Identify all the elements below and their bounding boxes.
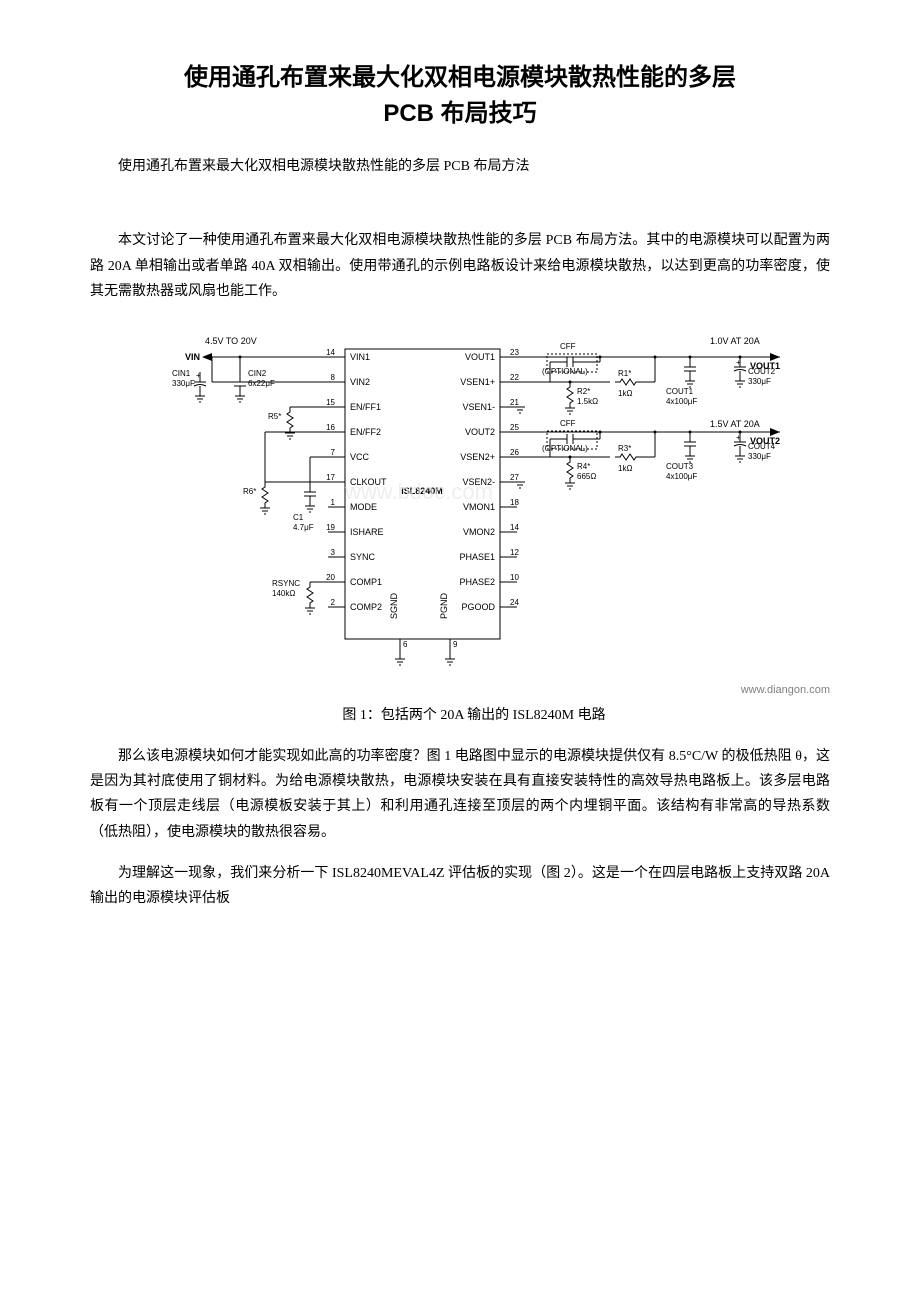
svg-text:8: 8 xyxy=(331,373,336,382)
svg-text:330μF: 330μF xyxy=(748,377,771,386)
schematic-svg: ISL8240M 14VIN18VIN215EN/FF116EN/FF27VCC… xyxy=(110,324,810,684)
svg-text:6: 6 xyxy=(403,640,408,649)
svg-text:VSEN1+: VSEN1+ xyxy=(460,377,495,387)
svg-text:24: 24 xyxy=(510,598,519,607)
svg-text:ISHARE: ISHARE xyxy=(350,527,384,537)
svg-text:CIN1: CIN1 xyxy=(172,369,191,378)
svg-text:665Ω: 665Ω xyxy=(577,472,596,481)
svg-text:COUT3: COUT3 xyxy=(666,462,694,471)
svg-text:2: 2 xyxy=(331,598,336,607)
svg-text:COUT4: COUT4 xyxy=(748,442,776,451)
vout1-range: 1.0V AT 20A xyxy=(710,336,760,346)
svg-text:+: + xyxy=(196,371,201,380)
svg-text:1.5kΩ: 1.5kΩ xyxy=(577,397,598,406)
svg-text:PGOOD: PGOOD xyxy=(461,602,495,612)
svg-text:PHASE2: PHASE2 xyxy=(459,577,495,587)
paragraph-3: 为理解这一现象，我们来分析一下 ISL8240MEVAL4Z 评估板的实现（图 … xyxy=(90,861,830,911)
svg-text:9: 9 xyxy=(453,640,458,649)
svg-text:4x100μF: 4x100μF xyxy=(666,397,697,406)
svg-text:COMP2: COMP2 xyxy=(350,602,382,612)
svg-text:1: 1 xyxy=(331,498,336,507)
svg-text:1kΩ: 1kΩ xyxy=(618,464,632,473)
svg-text:27: 27 xyxy=(510,473,519,482)
svg-text:26: 26 xyxy=(510,448,519,457)
svg-text:VSEN2+: VSEN2+ xyxy=(460,452,495,462)
svg-text:12: 12 xyxy=(510,548,519,557)
paragraph-1: 本文讨论了一种使用通孔布置来最大化双相电源模块散热性能的多层 PCB 布局方法。… xyxy=(90,228,830,304)
svg-text:14: 14 xyxy=(510,523,519,532)
title-line1: 使用通孔布置来最大化双相电源模块散热性能的多层 xyxy=(184,64,736,91)
title-line2: PCB 布局技巧 xyxy=(383,100,536,127)
svg-text:4x100μF: 4x100μF xyxy=(666,472,697,481)
svg-text:330μF: 330μF xyxy=(748,452,771,461)
svg-text:R5*: R5* xyxy=(268,412,281,421)
figure-1-caption: 图 1：包括两个 20A 输出的 ISL8240M 电路 xyxy=(90,704,830,724)
svg-text:VIN1: VIN1 xyxy=(350,352,370,362)
svg-text:+: + xyxy=(736,358,741,367)
svg-text:SYNC: SYNC xyxy=(350,552,376,562)
svg-text:1kΩ: 1kΩ xyxy=(618,389,632,398)
vin-label: VIN xyxy=(185,352,200,362)
svg-text:EN/FF1: EN/FF1 xyxy=(350,402,381,412)
svg-text:7: 7 xyxy=(331,448,336,457)
svg-text:VIN2: VIN2 xyxy=(350,377,370,387)
svg-text:CFF: CFF xyxy=(560,342,576,351)
svg-text:COUT1: COUT1 xyxy=(666,387,694,396)
svg-text:CIN2: CIN2 xyxy=(248,369,267,378)
svg-text:R1*: R1* xyxy=(618,369,631,378)
svg-text:21: 21 xyxy=(510,398,519,407)
svg-text:COMP1: COMP1 xyxy=(350,577,382,587)
svg-text:www.bdoc.com: www.bdoc.com xyxy=(344,479,493,504)
svg-text:C1: C1 xyxy=(293,513,304,522)
svg-text:R3*: R3* xyxy=(618,444,631,453)
page-title: 使用通孔布置来最大化双相电源模块散热性能的多层 PCB 布局技巧 xyxy=(90,60,830,132)
svg-text:330μF: 330μF xyxy=(172,379,195,388)
svg-text:17: 17 xyxy=(326,473,335,482)
svg-text:CFF: CFF xyxy=(560,419,576,428)
svg-text:+: + xyxy=(736,433,741,442)
svg-text:4.7μF: 4.7μF xyxy=(293,523,314,532)
svg-text:18: 18 xyxy=(510,498,519,507)
svg-text:20: 20 xyxy=(326,573,335,582)
svg-text:6x22μF: 6x22μF xyxy=(248,379,275,388)
svg-text:16: 16 xyxy=(326,423,335,432)
svg-text:VOUT2: VOUT2 xyxy=(465,427,495,437)
svg-text:140kΩ: 140kΩ xyxy=(272,589,295,598)
svg-text:SGND: SGND xyxy=(389,592,399,619)
svg-text:R6*: R6* xyxy=(243,487,256,496)
vin-range-label: 4.5V TO 20V xyxy=(205,336,257,346)
svg-text:VMON2: VMON2 xyxy=(463,527,495,537)
svg-text:23: 23 xyxy=(510,348,519,357)
svg-text:22: 22 xyxy=(510,373,519,382)
svg-text:PHASE1: PHASE1 xyxy=(459,552,495,562)
svg-text:15: 15 xyxy=(326,398,335,407)
svg-text:VSEN1-: VSEN1- xyxy=(462,402,495,412)
svg-text:PGND: PGND xyxy=(439,592,449,619)
svg-text:3: 3 xyxy=(331,548,336,557)
figure-1: ISL8240M 14VIN18VIN215EN/FF116EN/FF27VCC… xyxy=(90,324,830,696)
svg-text:R4*: R4* xyxy=(577,462,590,471)
svg-text:14: 14 xyxy=(326,348,335,357)
svg-text:10: 10 xyxy=(510,573,519,582)
subtitle: 使用通孔布置来最大化双相电源模块散热性能的多层 PCB 布局方法 xyxy=(90,156,830,178)
svg-text:25: 25 xyxy=(510,423,519,432)
paragraph-2: 那么该电源模块如何才能实现如此高的功率密度？图 1 电路图中显示的电源模块提供仅… xyxy=(90,744,830,845)
svg-text:VCC: VCC xyxy=(350,452,370,462)
svg-text:19: 19 xyxy=(326,523,335,532)
svg-text:R2*: R2* xyxy=(577,387,590,396)
svg-text:COUT2: COUT2 xyxy=(748,367,776,376)
source-url: www.diangon.com xyxy=(90,684,830,696)
svg-text:RSYNC: RSYNC xyxy=(272,579,300,588)
svg-text:EN/FF2: EN/FF2 xyxy=(350,427,381,437)
svg-text:VOUT1: VOUT1 xyxy=(465,352,495,362)
svg-text:1.5V AT 20A: 1.5V AT 20A xyxy=(710,419,760,429)
